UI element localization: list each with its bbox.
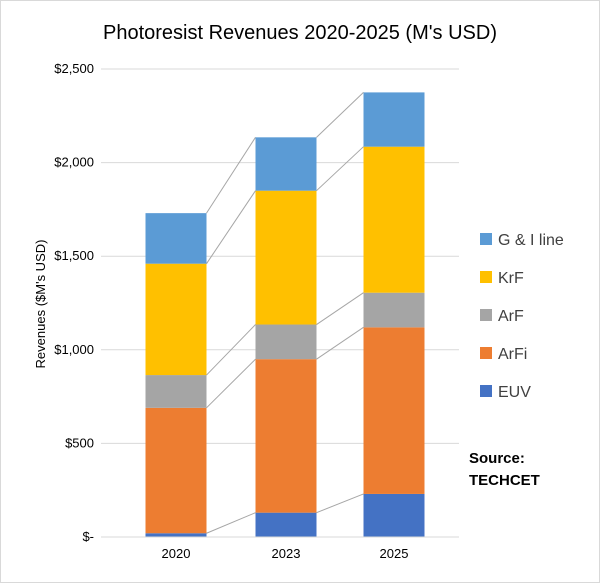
series-connector-line (316, 493, 364, 514)
y-tick-label: $- (82, 529, 94, 544)
x-tick-label: 2025 (380, 546, 409, 561)
bar-segment-arfi (363, 327, 425, 494)
source-annotation: Source: TECHCET (469, 450, 540, 489)
bar-segment-arf (363, 292, 425, 328)
legend-label: KrF (498, 270, 524, 287)
source-text-line: Source: (469, 450, 525, 467)
series-connector-line (206, 512, 256, 534)
legend-swatch (480, 233, 492, 245)
legend-swatch (480, 271, 492, 283)
bar-segment-arfi (255, 359, 317, 513)
bar-segment-euv (363, 493, 425, 537)
x-tick-label: 2023 (272, 546, 301, 561)
chart-title: Photoresist Revenues 2020-2025 (M's USD) (103, 22, 497, 44)
bar-segment-euv (255, 512, 317, 537)
legend-swatch (480, 309, 492, 321)
legend: G & I line KrF ArF ArFi EUV (480, 232, 564, 401)
bar-segment-euv (145, 533, 207, 537)
bar-segment-arf (145, 375, 207, 408)
axes: $- $500 $1,000 $1,500 $2,000 $2,500 2020 2023 20… (54, 61, 459, 561)
y-axis-title: Revenues ($M's USD) (33, 240, 48, 369)
series-connector-line (206, 137, 256, 214)
y-tick-label: $2,500 (54, 61, 94, 76)
series-connector-line (316, 326, 364, 360)
series-connector-line (206, 358, 256, 409)
y-tick-label: $2,000 (54, 155, 94, 170)
bar-segment-g-i-line (145, 213, 207, 264)
legend-label: G & I line (498, 232, 564, 249)
series-connector-line (316, 146, 364, 192)
series-connector-line (206, 190, 256, 264)
series-connector-line (316, 92, 364, 138)
bar-segment-arf (255, 324, 317, 360)
y-tick-label: $1,500 (54, 248, 94, 263)
bar-segment-arfi (145, 407, 207, 534)
y-tick-label: $500 (65, 435, 94, 450)
bar-segment-krf (255, 190, 317, 325)
bar-segment-g-i-line (363, 92, 425, 147)
source-text-line: TECHCET (469, 472, 540, 489)
x-tick-label: 2020 (162, 546, 191, 561)
series-connector-line (316, 292, 364, 325)
bar-segment-krf (363, 146, 425, 293)
series-connector-line (206, 324, 256, 376)
legend-label: ArFi (498, 346, 527, 363)
series-connectors (206, 92, 364, 534)
legend-label: EUV (498, 384, 531, 401)
legend-swatch (480, 347, 492, 359)
legend-label: ArF (498, 308, 524, 325)
y-tick-label: $1,000 (54, 342, 94, 357)
legend-swatch (480, 385, 492, 397)
bars (145, 92, 425, 537)
bar-segment-g-i-line (255, 137, 317, 191)
bar-segment-krf (145, 263, 207, 376)
